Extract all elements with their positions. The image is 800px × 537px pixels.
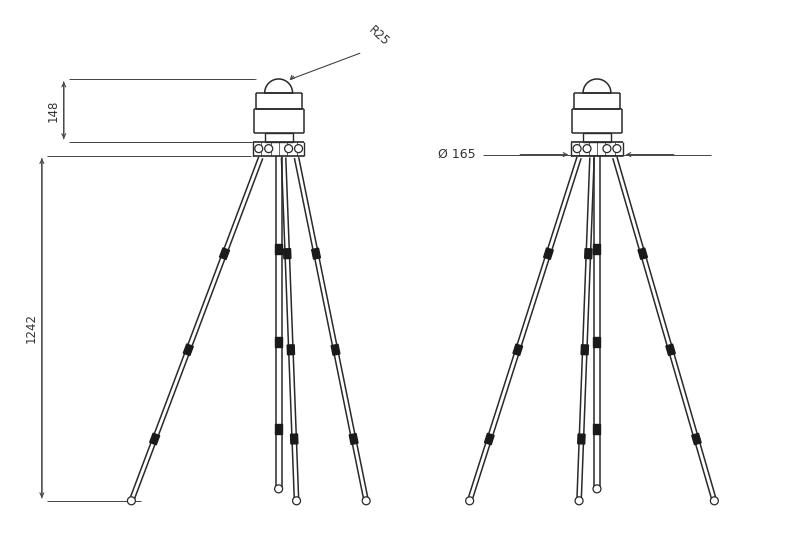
Circle shape [362, 497, 370, 505]
Circle shape [575, 497, 583, 505]
Polygon shape [666, 344, 675, 355]
Polygon shape [275, 424, 282, 434]
Polygon shape [183, 344, 194, 355]
Text: 148: 148 [46, 99, 60, 121]
Circle shape [593, 485, 601, 493]
Polygon shape [312, 248, 321, 259]
Circle shape [293, 497, 301, 505]
Circle shape [265, 144, 273, 153]
Polygon shape [692, 433, 701, 445]
Polygon shape [275, 337, 282, 347]
Text: Ø 165: Ø 165 [438, 148, 476, 161]
Polygon shape [594, 337, 601, 347]
Polygon shape [581, 345, 589, 355]
Polygon shape [350, 433, 358, 445]
Polygon shape [585, 249, 592, 259]
Polygon shape [290, 434, 298, 444]
Polygon shape [594, 424, 601, 434]
Polygon shape [513, 344, 522, 355]
Polygon shape [638, 248, 647, 259]
Polygon shape [283, 249, 291, 259]
Polygon shape [150, 433, 160, 445]
Circle shape [127, 497, 135, 505]
Circle shape [583, 144, 591, 153]
Circle shape [274, 485, 282, 493]
Polygon shape [275, 244, 282, 254]
Polygon shape [331, 344, 340, 355]
Circle shape [613, 144, 621, 153]
Text: 1242: 1242 [25, 313, 38, 343]
Circle shape [294, 144, 302, 153]
Text: R25: R25 [366, 23, 392, 48]
Polygon shape [287, 345, 294, 355]
Circle shape [285, 144, 293, 153]
Polygon shape [485, 433, 494, 445]
Circle shape [710, 497, 718, 505]
Circle shape [466, 497, 474, 505]
Circle shape [603, 144, 611, 153]
Polygon shape [544, 248, 554, 259]
Polygon shape [594, 244, 601, 254]
Circle shape [254, 144, 262, 153]
Circle shape [573, 144, 581, 153]
Polygon shape [578, 434, 585, 444]
Polygon shape [219, 248, 230, 259]
